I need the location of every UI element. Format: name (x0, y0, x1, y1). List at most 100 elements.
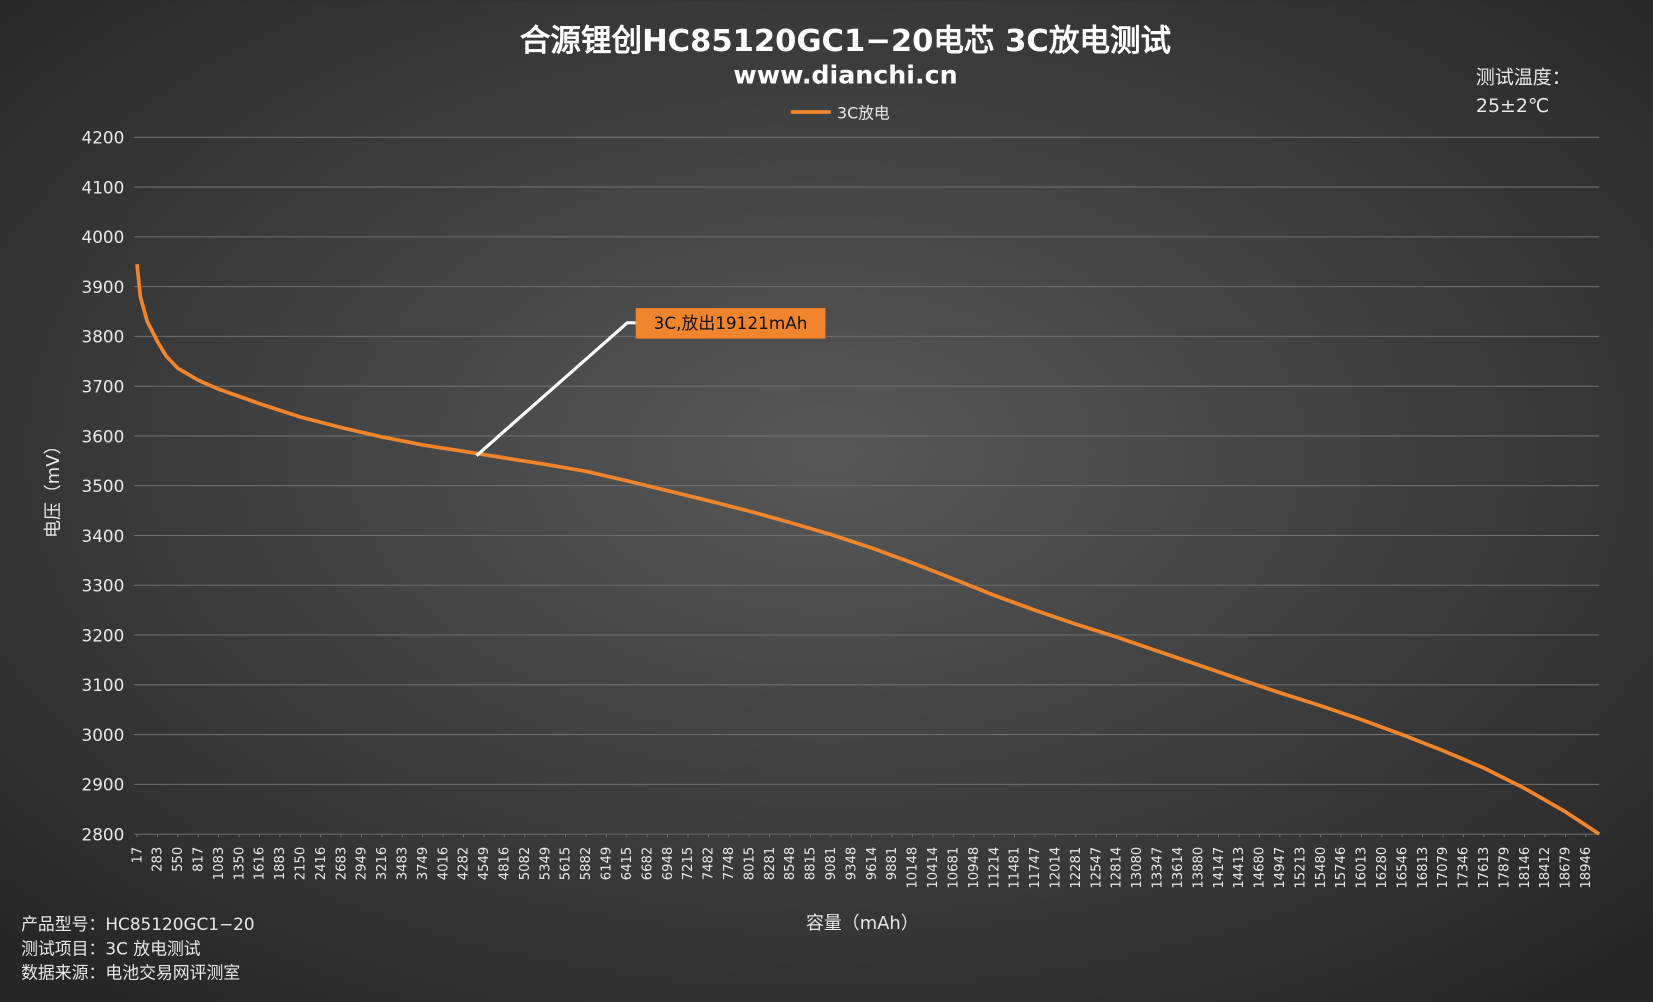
y-tick-label: 3900 (81, 277, 124, 297)
x-tick-label: 13880 (1191, 847, 1206, 889)
x-tick-label: 10681 (946, 847, 961, 889)
x-tick-label: 10148 (906, 847, 921, 889)
x-tick-label: 10948 (967, 847, 982, 889)
x-tick-label: 4282 (457, 847, 472, 880)
x-tick-label: 283 (151, 847, 166, 872)
x-tick-label: 14947 (1273, 847, 1288, 889)
y-tick-label: 2800 (81, 824, 124, 844)
x-tick-label: 15746 (1334, 847, 1349, 889)
x-tick-label: 15480 (1314, 847, 1329, 889)
x-axis-label: 容量（mAh） (806, 913, 919, 934)
x-tick-label: 18146 (1518, 847, 1533, 889)
y-tick-label: 3800 (81, 327, 124, 347)
x-tick-label: 7215 (681, 847, 696, 880)
x-tick-label: 16546 (1395, 847, 1410, 889)
x-tick-label: 18946 (1579, 847, 1594, 889)
x-tick-label: 17613 (1477, 847, 1492, 889)
footer-note: 产品型号：HC85120GC1−20 (21, 914, 255, 934)
plot (135, 264, 1601, 836)
x-tick-label: 3216 (375, 847, 390, 880)
x-tick-label: 8015 (742, 847, 757, 880)
x-tick-label: 550 (171, 847, 186, 872)
x-tick-label: 817 (191, 847, 206, 872)
y-tick-label: 4200 (81, 128, 124, 148)
x-tick-label: 2416 (314, 847, 329, 880)
y-tick-label: 2900 (81, 775, 124, 795)
x-tick-label: 1350 (232, 847, 247, 880)
x-tick-label: 18412 (1538, 847, 1553, 889)
x-tick-label: 12814 (1110, 847, 1125, 889)
x-tick-label: 5882 (579, 847, 594, 880)
x-tick-label: 4549 (477, 847, 492, 880)
x-tick-label: 5615 (559, 847, 574, 880)
temperature-label: 测试温度： (1476, 67, 1571, 89)
x-tick-label: 1883 (273, 847, 288, 880)
chart-subtitle: www.dianchi.cn (733, 61, 957, 90)
x-tick-label: 2949 (355, 847, 370, 880)
x-tick-label: 12281 (1069, 847, 1084, 889)
x-tick-label: 12547 (1089, 847, 1104, 889)
x-tick-label: 11481 (1008, 847, 1023, 889)
y-tick-label: 3100 (81, 675, 124, 695)
x-tick-label: 12014 (1048, 847, 1063, 889)
x-tick-label: 6415 (620, 847, 635, 880)
x-tick-label: 8548 (783, 847, 798, 880)
x-tick-label: 7748 (722, 847, 737, 880)
y-tick-label: 3600 (81, 426, 124, 446)
x-tick-label: 13347 (1151, 847, 1166, 889)
data-line (135, 264, 1601, 836)
x-tick-label: 11214 (987, 847, 1002, 889)
chart-title: 合源锂创HC85120GC1−20电芯 3C放电测试 (520, 23, 1172, 59)
x-tick-label: 3749 (416, 847, 431, 880)
x-tick-label: 5349 (538, 847, 553, 880)
x-tick-label: 13614 (1171, 847, 1186, 889)
y-tick-label: 3700 (81, 376, 124, 396)
x-tick-label: 2150 (294, 847, 309, 880)
y-tick-label: 4000 (81, 227, 124, 247)
x-tick-label: 1083 (212, 847, 227, 880)
x-tick-label: 4816 (498, 847, 513, 880)
x-tick-label: 6948 (661, 847, 676, 880)
x-tick-label: 16280 (1375, 847, 1390, 889)
x-tick-label: 9881 (885, 847, 900, 880)
annotation-text: 3C,放出19121mAh (654, 313, 808, 333)
annotation-leader (475, 321, 636, 457)
x-tick-label: 5082 (518, 847, 533, 880)
y-tick-label: 3200 (81, 625, 124, 645)
y-tick-label: 4100 (81, 177, 124, 197)
y-tick-label: 3400 (81, 526, 124, 546)
x-tick-label: 14680 (1253, 847, 1268, 889)
x-tick-label: 2683 (334, 847, 349, 880)
x-tick-label: 15213 (1293, 847, 1308, 889)
x-tick-label: 6149 (600, 847, 615, 880)
x-tick-label: 13080 (1130, 847, 1145, 889)
x-tick-label: 17346 (1457, 847, 1472, 889)
x-tick-label: 8815 (804, 847, 819, 880)
x-tick-label: 3483 (396, 847, 411, 880)
annotation-box (635, 308, 826, 339)
y-tick-label: 3500 (81, 476, 124, 496)
x-tick-label: 16813 (1416, 847, 1431, 889)
x-tick-label: 7482 (702, 847, 717, 880)
x-tick-label: 16013 (1355, 847, 1370, 889)
y-axis-label: 电压（mV） (43, 437, 64, 538)
x-tick-label: 1616 (253, 847, 268, 880)
footer-note: 测试项目：3C 放电测试 (21, 938, 201, 958)
x-tick-label: 6682 (640, 847, 655, 880)
x-tick-label: 8281 (763, 847, 778, 880)
x-tick-label: 14147 (1212, 847, 1227, 889)
x-tick-label: 9348 (844, 847, 859, 880)
y-tick-label: 3000 (81, 725, 124, 745)
x-tick-label: 14413 (1232, 847, 1247, 889)
legend-label: 3C放电 (837, 103, 890, 122)
x-tick-label: 9081 (824, 847, 839, 880)
x-tick-label: 18679 (1559, 847, 1574, 889)
y-tick-label: 3300 (81, 576, 124, 596)
x-tick-label: 17 (130, 847, 145, 864)
x-tick-label: 11747 (1028, 847, 1043, 889)
temperature-value: 25±2℃ (1476, 95, 1549, 117)
footer-note: 数据来源：电池交易网评测室 (21, 963, 240, 983)
